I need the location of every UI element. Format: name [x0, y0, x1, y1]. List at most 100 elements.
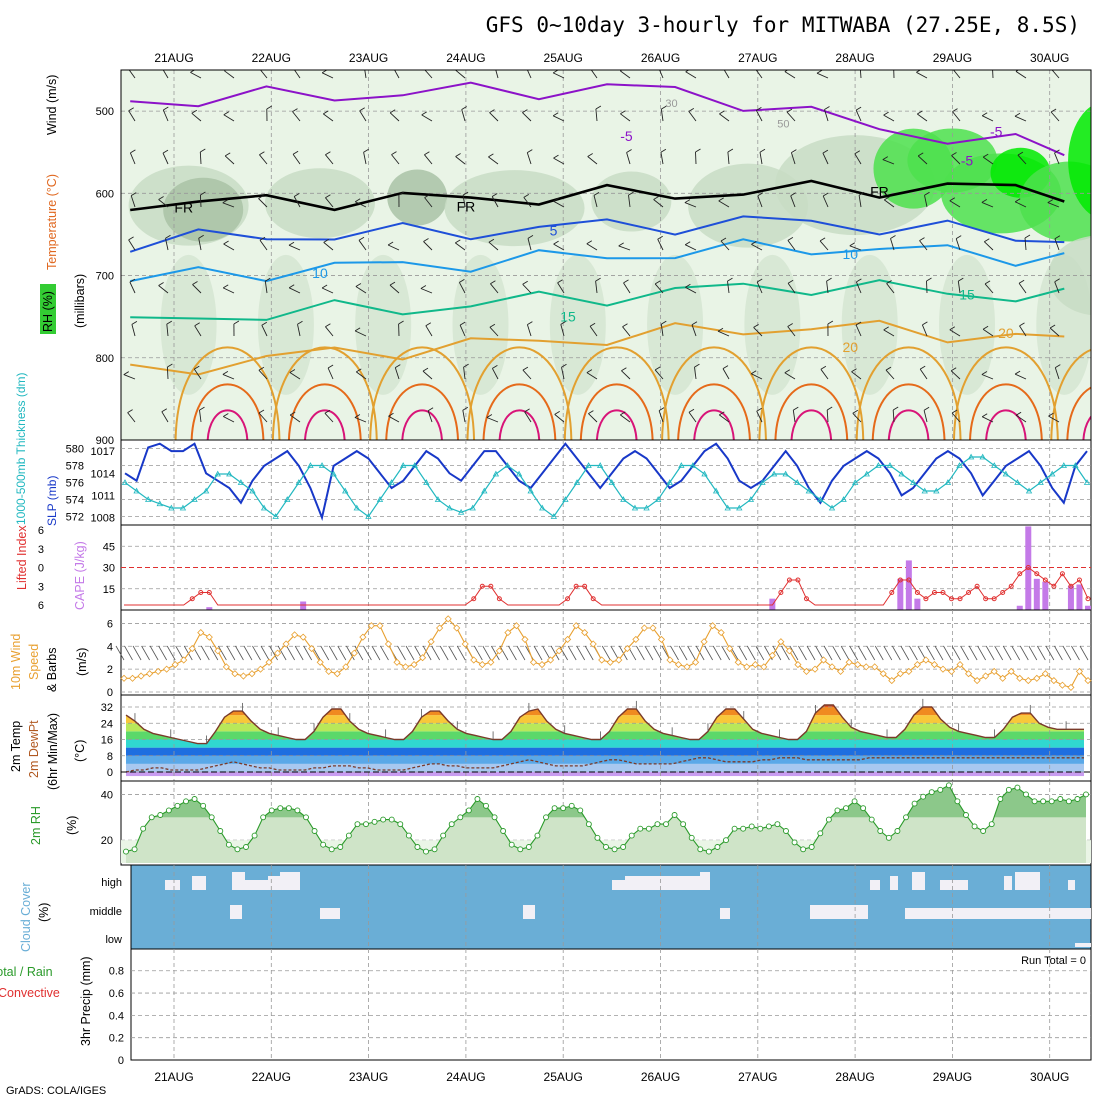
surface-wind-barb — [891, 645, 901, 661]
wind10m-point — [734, 658, 742, 666]
contour-label-10: 10 — [842, 246, 858, 262]
contour-label--5: -5 — [961, 152, 974, 168]
wind10m-point — [717, 629, 725, 637]
wind-barb — [128, 110, 136, 122]
wind-barb — [557, 282, 565, 294]
wind10m-point — [197, 629, 205, 637]
surface-wind-barb — [1062, 645, 1072, 661]
wind10m-point — [273, 649, 282, 657]
wind-barb-flag — [885, 366, 892, 371]
precip-convective-label: Convective — [0, 986, 60, 1000]
wind-barb-flag — [552, 112, 559, 117]
contour-label--5: -5 — [620, 128, 633, 144]
wind10m-point — [222, 663, 230, 671]
wind-barb-flag — [158, 196, 164, 200]
wind-barb — [1054, 152, 1060, 165]
thickness-point — [666, 479, 673, 485]
thickness-point — [886, 462, 894, 468]
rh2m-point — [877, 828, 884, 834]
rh-lower-blob — [257, 254, 314, 395]
rh2m-point — [517, 846, 524, 853]
wind-barb-flag — [325, 194, 331, 199]
wind-barb — [190, 72, 202, 79]
wind-barb — [924, 195, 928, 208]
wind10m-point — [367, 622, 375, 630]
rh2m-point — [860, 805, 867, 812]
wind-barb — [756, 281, 763, 294]
rh2m-point — [774, 821, 781, 828]
warm-contour — [304, 409, 346, 440]
wind-barb-flag — [455, 153, 461, 157]
wind-barb — [490, 283, 499, 294]
contour-label-15: 15 — [560, 309, 576, 325]
wind-barb-flag — [958, 277, 964, 282]
wind10m-point — [1050, 677, 1058, 685]
wind-barb-flag — [522, 109, 528, 113]
wind-barb — [595, 281, 598, 294]
wind-barb-flag — [158, 282, 164, 286]
surface-wind-barb — [499, 645, 509, 661]
cape-bar — [1085, 605, 1091, 610]
rh2m-point — [748, 823, 755, 830]
wind-barb — [158, 199, 169, 208]
wind-barb-flag — [658, 407, 665, 411]
surface-wind-barb — [124, 645, 133, 661]
thickness-point — [191, 496, 198, 502]
wind-barb-flag — [1019, 322, 1025, 327]
wind-barb — [981, 374, 994, 380]
date-top-21aug: 21AUG — [154, 51, 193, 65]
thickness-point — [967, 453, 975, 460]
wind-barb-flag — [787, 323, 793, 327]
wind10m-point — [419, 654, 427, 662]
date-labels-top: 21AUG 22AUG 23AUG 24AUG 25AUG 26AUG 27AUG 28AUG… — [154, 51, 1069, 65]
wind-barb-flag — [695, 148, 701, 153]
wind-tick-2: 2 — [107, 664, 113, 676]
wind10m-point — [777, 638, 785, 646]
date-labels-bottom: 21AUG 22AUG 23AUG 24AUG 25AUG 26AUG 27AUG 28AUG… — [154, 1070, 1069, 1084]
rh-blob — [444, 170, 585, 247]
wind10m-point — [128, 674, 137, 682]
wind-barb — [261, 325, 268, 337]
wind-barb-flag — [661, 320, 667, 325]
thickness-point — [330, 470, 337, 477]
wind-barb-flag — [199, 406, 205, 411]
surface-wind-barb — [789, 645, 799, 661]
thickness-point — [515, 470, 523, 477]
rh2m-point — [165, 807, 172, 814]
wind10m-point — [555, 647, 563, 655]
cloud-low-block — [1075, 943, 1091, 947]
wind-barb — [595, 108, 598, 122]
surface-wind-barb — [678, 645, 688, 661]
surface-wind-barb — [277, 645, 287, 661]
wind-barb-flag — [826, 277, 832, 282]
wind-barb — [526, 152, 532, 165]
wind-barb-flag — [820, 365, 827, 370]
wind-barb-flag — [621, 367, 627, 372]
wind-barb — [981, 201, 994, 208]
wind-barb-flag — [981, 413, 988, 418]
wind-barb-flag — [560, 321, 567, 325]
date-bottom-24aug: 24AUG — [446, 1070, 485, 1084]
wind10m-point — [163, 665, 171, 673]
surface-wind-barb — [218, 645, 227, 661]
thickness-point — [770, 470, 778, 477]
wind-barb-flag — [1055, 364, 1061, 368]
rh2m-point — [380, 816, 387, 823]
rh2m-point — [740, 825, 747, 832]
wind-barb — [653, 199, 664, 208]
wind-barb-flag — [884, 196, 890, 201]
lifted-index-point — [914, 590, 920, 595]
surface-wind-barb — [576, 645, 586, 661]
thickness-point — [852, 479, 859, 485]
lifted-index-point — [1051, 583, 1057, 589]
rh2m-point — [388, 816, 395, 823]
wind10m-point — [316, 658, 324, 666]
rh2m-point — [191, 796, 198, 802]
wind10m-point — [470, 656, 478, 664]
rh2m-point — [345, 832, 352, 839]
contour-label-fr: FR — [457, 198, 476, 214]
slp-axis-label: SLP (mb) — [45, 476, 59, 526]
wind10m-point — [495, 647, 503, 655]
wind-barb-flag — [292, 150, 299, 155]
wind-barb-flag — [851, 368, 857, 373]
